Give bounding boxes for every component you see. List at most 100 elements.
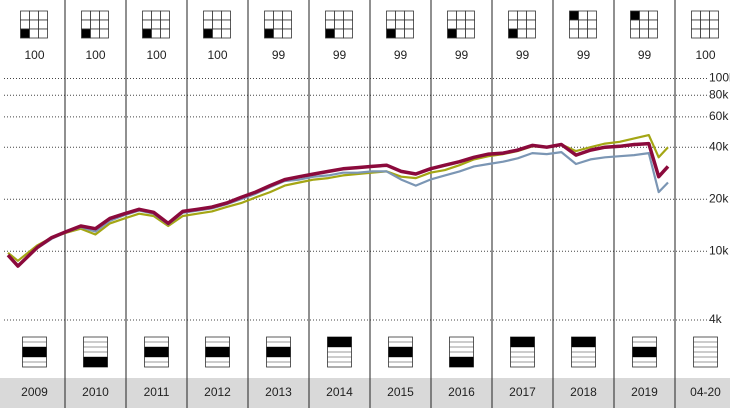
style-cell-filled bbox=[386, 28, 396, 39]
percent-label: 100 bbox=[146, 48, 166, 62]
series-line bbox=[6, 141, 670, 268]
fi-bar bbox=[327, 337, 352, 347]
year-band bbox=[0, 378, 730, 408]
year-label: 2010 bbox=[82, 385, 109, 399]
percent-label: 99 bbox=[394, 48, 408, 62]
style-cell bbox=[709, 28, 719, 39]
style-cell bbox=[456, 19, 466, 30]
style-cell bbox=[639, 19, 649, 30]
style-cell bbox=[700, 10, 710, 21]
style-cell bbox=[212, 28, 222, 39]
fi-bar bbox=[266, 347, 291, 357]
year-label: 2014 bbox=[326, 385, 353, 399]
style-cell bbox=[395, 28, 405, 39]
percent-label: 100 bbox=[695, 48, 715, 62]
style-cell bbox=[90, 28, 100, 39]
fi-bar bbox=[571, 337, 596, 347]
style-cell bbox=[29, 19, 39, 30]
style-cell bbox=[639, 10, 649, 21]
percent-label: 99 bbox=[272, 48, 286, 62]
style-cell bbox=[203, 19, 213, 30]
y-tick-label: 20k bbox=[709, 191, 729, 205]
year-label: 2015 bbox=[387, 385, 414, 399]
style-cell bbox=[648, 10, 658, 21]
style-cell bbox=[343, 28, 353, 39]
year-label: 2018 bbox=[570, 385, 597, 399]
percent-label: 99 bbox=[455, 48, 469, 62]
style-cell bbox=[151, 28, 161, 39]
style-cell bbox=[700, 28, 710, 39]
style-cell bbox=[508, 19, 518, 30]
year-label: 2013 bbox=[265, 385, 292, 399]
style-cell bbox=[212, 19, 222, 30]
style-cell bbox=[395, 19, 405, 30]
style-cell bbox=[386, 19, 396, 30]
style-cell bbox=[142, 19, 152, 30]
style-cell bbox=[151, 19, 161, 30]
style-cell bbox=[151, 10, 161, 21]
style-cell bbox=[517, 19, 527, 30]
style-cell-filled bbox=[325, 28, 335, 39]
style-cell bbox=[273, 10, 283, 21]
style-cell bbox=[404, 10, 414, 21]
fi-bar bbox=[83, 357, 108, 367]
style-cell bbox=[334, 10, 344, 21]
style-cell bbox=[648, 19, 658, 30]
style-cell bbox=[639, 28, 649, 39]
style-cell bbox=[264, 10, 274, 21]
style-cell-filled bbox=[20, 28, 30, 39]
style-cell bbox=[325, 10, 335, 21]
style-cell bbox=[264, 19, 274, 30]
style-cell bbox=[343, 19, 353, 30]
fi-bar bbox=[388, 347, 413, 357]
style-cell-filled bbox=[447, 28, 457, 39]
style-cell-filled bbox=[264, 28, 274, 39]
style-cell-filled bbox=[508, 28, 518, 39]
style-cell bbox=[465, 19, 475, 30]
style-cell bbox=[212, 10, 222, 21]
style-cell bbox=[81, 10, 91, 21]
y-tick-label: 10k bbox=[709, 243, 729, 257]
style-cell bbox=[273, 28, 283, 39]
style-cell bbox=[99, 28, 109, 39]
style-cell bbox=[160, 19, 170, 30]
style-cell bbox=[20, 10, 30, 21]
style-cell bbox=[38, 28, 48, 39]
style-cell bbox=[587, 28, 597, 39]
style-cell bbox=[81, 19, 91, 30]
year-label: 04-20 bbox=[690, 385, 721, 399]
style-cell bbox=[90, 10, 100, 21]
style-cell bbox=[526, 19, 536, 30]
style-cell bbox=[465, 28, 475, 39]
style-cell bbox=[447, 19, 457, 30]
style-cell bbox=[203, 10, 213, 21]
fi-bar bbox=[144, 347, 169, 357]
style-cell bbox=[282, 10, 292, 21]
percent-label: 99 bbox=[516, 48, 530, 62]
style-cell bbox=[29, 28, 39, 39]
year-label: 2016 bbox=[448, 385, 475, 399]
style-cell bbox=[526, 28, 536, 39]
year-label: 2019 bbox=[631, 385, 658, 399]
style-cell bbox=[404, 19, 414, 30]
style-cell-filled bbox=[142, 28, 152, 39]
style-cell-filled bbox=[569, 10, 579, 21]
style-cell bbox=[282, 28, 292, 39]
y-tick-label: 60k bbox=[709, 109, 729, 123]
style-cell bbox=[517, 28, 527, 39]
fi-bar bbox=[205, 347, 230, 357]
style-cell bbox=[648, 28, 658, 39]
style-cell bbox=[395, 10, 405, 21]
fi-bar bbox=[510, 337, 535, 347]
year-label: 2009 bbox=[21, 385, 48, 399]
style-cell bbox=[569, 19, 579, 30]
style-cell-filled bbox=[630, 10, 640, 21]
style-cell bbox=[578, 19, 588, 30]
style-cell bbox=[526, 10, 536, 21]
style-cell bbox=[334, 28, 344, 39]
style-cell bbox=[578, 10, 588, 21]
style-cell bbox=[20, 19, 30, 30]
style-cell bbox=[630, 19, 640, 30]
percent-label: 99 bbox=[638, 48, 652, 62]
style-cell bbox=[709, 10, 719, 21]
